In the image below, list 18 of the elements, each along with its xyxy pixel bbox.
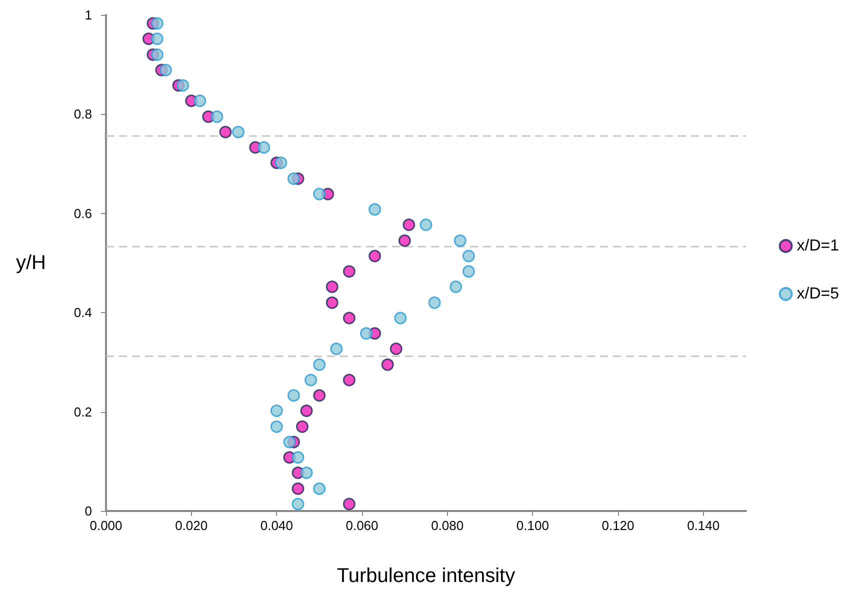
y-tick-label: 1 bbox=[84, 8, 92, 22]
x-tick-label: 0.060 bbox=[346, 518, 378, 533]
x-tick-label: 0.000 bbox=[90, 518, 122, 533]
x-tick-label: 0.140 bbox=[687, 518, 720, 533]
y-tick-label: 0.8 bbox=[74, 106, 92, 122]
x-tick-label: 0.080 bbox=[431, 518, 464, 533]
x-tick-label: 0.100 bbox=[516, 518, 549, 533]
y-tick-label: 0.4 bbox=[74, 305, 92, 320]
x-axis-title: Turbulence intensity bbox=[336, 565, 516, 587]
legend-label: x/D=1 bbox=[796, 238, 840, 254]
y-tick-label: 0.2 bbox=[74, 404, 92, 420]
y-tick-label: 0 bbox=[84, 504, 92, 518]
x-tick-label: 0.040 bbox=[260, 518, 293, 533]
legend-label: x/D=5 bbox=[796, 286, 840, 302]
x-tick-label: 0.020 bbox=[175, 518, 208, 533]
y-tick-label: 0.6 bbox=[74, 206, 92, 221]
x-tick-label: 0.120 bbox=[602, 518, 634, 533]
y-axis-title: y/H bbox=[16, 252, 46, 274]
